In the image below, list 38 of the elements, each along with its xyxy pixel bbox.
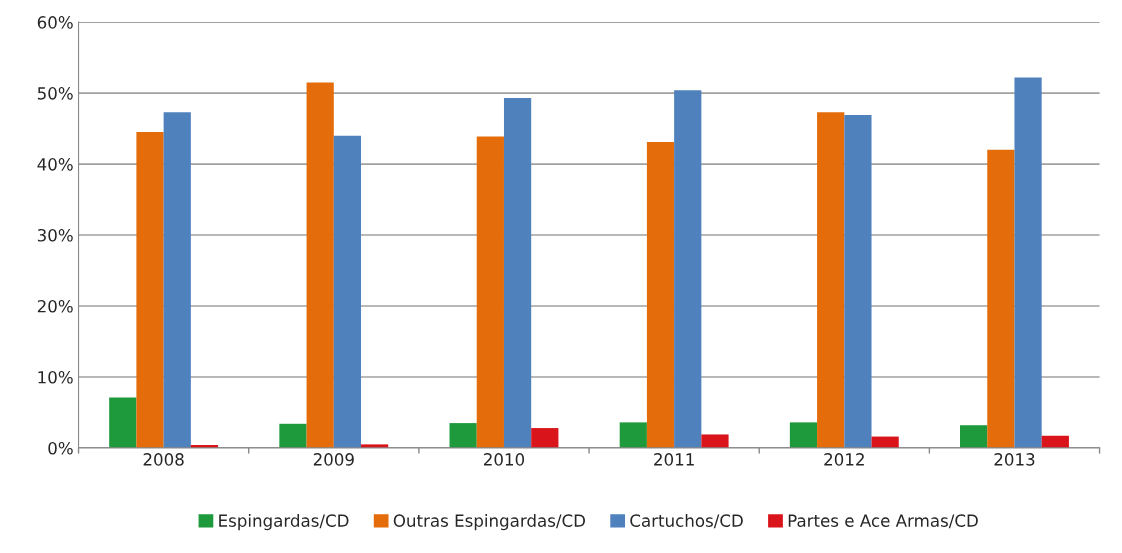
y-tick-label: 30% — [37, 228, 73, 242]
bar — [109, 397, 137, 448]
bar — [987, 149, 1015, 448]
bar — [163, 112, 191, 448]
y-tick-label: 0% — [48, 441, 73, 455]
y-tick-label: 20% — [37, 299, 73, 313]
legend-label: Partes e Ace Armas/CD — [788, 514, 978, 529]
legend-label: Outras Espingardas/CD — [393, 514, 586, 531]
bar — [333, 135, 362, 448]
bar — [449, 423, 477, 448]
bar — [531, 428, 559, 448]
bar — [306, 82, 334, 448]
y-tick-label: 60% — [37, 16, 73, 29]
bar — [136, 132, 164, 448]
bar — [701, 434, 729, 448]
bar — [1014, 77, 1042, 448]
x-tick-label: 2013 — [994, 453, 1035, 466]
x-tick-label: 2008 — [143, 453, 184, 466]
bar — [646, 142, 675, 448]
bar — [674, 90, 702, 448]
bar — [476, 136, 504, 448]
y-tick-label: 40% — [37, 158, 73, 171]
y-tick-label: 50% — [37, 87, 73, 100]
x-tick-label: 2011 — [654, 453, 694, 466]
y-tick-label: 10% — [38, 370, 73, 384]
bar — [817, 112, 845, 448]
bar — [789, 422, 818, 448]
x-tick-label: 2009 — [313, 453, 354, 466]
bar — [1041, 435, 1069, 448]
bar — [960, 425, 988, 448]
bar — [279, 423, 307, 448]
x-tick-label: 2010 — [483, 453, 525, 466]
x-tick-label: 2012 — [824, 453, 864, 466]
legend-label: Cartuchos/CD — [630, 514, 743, 529]
bar — [503, 98, 532, 448]
legend-label: Espingardas/CD — [219, 514, 349, 531]
bar — [844, 115, 872, 448]
bar — [619, 422, 647, 448]
